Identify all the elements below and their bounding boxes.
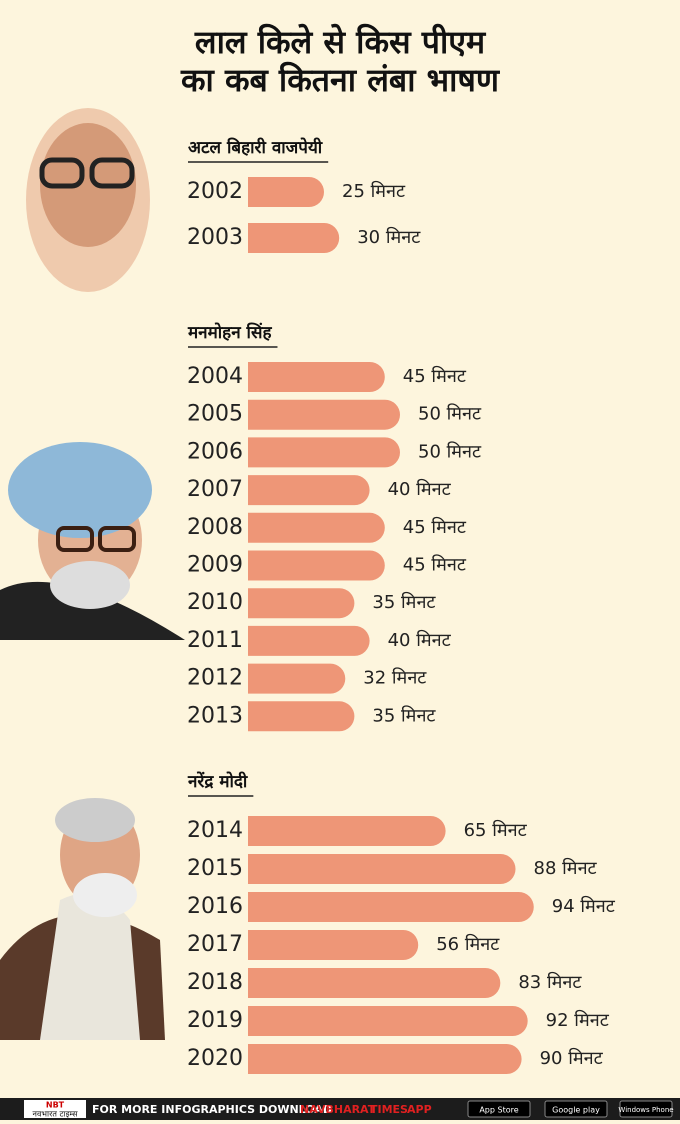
bar	[248, 512, 385, 543]
bar	[248, 177, 324, 207]
badge-label[interactable]: Google play	[552, 1106, 600, 1115]
portrait-vajpayee	[26, 108, 150, 292]
year-label: 2018	[187, 970, 243, 995]
portrait-manmohan	[0, 442, 185, 640]
footer-logo: NBT	[46, 1101, 65, 1110]
group-title: अटल बिहारी वाजपेयी	[188, 137, 323, 158]
bar	[248, 968, 501, 999]
bar	[248, 588, 355, 619]
footer-logo-box	[24, 1100, 86, 1118]
year-label: 2004	[187, 364, 243, 389]
footer-text: FOR MORE INFOGRAPHICS DOWNLOAD	[92, 1103, 332, 1116]
year-label: 2017	[187, 932, 243, 957]
footer-brand: TIMES	[370, 1103, 408, 1116]
bar	[248, 550, 385, 581]
group-title: मनमोहन सिंह	[187, 322, 272, 343]
year-label: 2007	[187, 477, 243, 502]
bar	[248, 625, 370, 656]
footer-brand: NAVBHARAT	[300, 1103, 376, 1116]
year-label: 2019	[187, 1008, 243, 1033]
portrait-modi	[0, 798, 165, 1040]
value-label: 30 मिनट	[357, 226, 421, 248]
bar	[248, 223, 340, 253]
year-label: 2008	[187, 515, 243, 540]
bar	[248, 399, 401, 430]
value-label: 35 मिनट	[372, 704, 436, 726]
year-label: 2012	[187, 666, 243, 691]
value-label: 25 मिनट	[342, 180, 406, 202]
badge[interactable]	[544, 1100, 608, 1118]
value-label: 88 मिनट	[534, 857, 598, 879]
year-label: 2002	[187, 179, 243, 204]
title-line: का कब कितना लंबा भाषण	[180, 61, 501, 99]
bar	[248, 892, 534, 922]
year-label: 2006	[187, 439, 243, 464]
year-label: 2009	[187, 553, 243, 578]
year-label: 2005	[187, 402, 243, 427]
bar	[248, 362, 385, 392]
bar	[248, 930, 419, 960]
bar	[248, 1006, 528, 1036]
year-label: 2010	[187, 590, 243, 615]
value-label: 45 मिनट	[403, 554, 467, 576]
value-label: 50 मिनट	[418, 403, 482, 425]
group-title: नरेंद्र मोदी	[187, 771, 248, 792]
bar	[248, 854, 516, 884]
value-label: 50 मिनट	[418, 440, 482, 462]
bar	[248, 816, 446, 846]
bar	[248, 663, 346, 694]
badge-label[interactable]: App Store	[479, 1106, 518, 1115]
bar	[248, 1044, 522, 1074]
year-label: 2014	[187, 818, 243, 843]
value-label: 40 मिनट	[388, 629, 452, 651]
value-label: 45 मिनट	[403, 365, 467, 387]
year-label: 2013	[187, 703, 243, 728]
badge[interactable]	[619, 1100, 673, 1118]
value-label: 56 मिनट	[436, 933, 500, 955]
value-label: 65 मिनट	[464, 819, 528, 841]
year-label: 2011	[187, 628, 243, 653]
year-label: 2016	[187, 894, 243, 919]
badge-label[interactable]: Windows Phone	[618, 1106, 673, 1114]
bar	[248, 437, 401, 468]
value-label: 45 मिनट	[403, 516, 467, 538]
value-label: 35 मिनट	[372, 591, 436, 613]
bar	[248, 701, 355, 732]
value-label: 32 मिनट	[363, 667, 427, 689]
title-line: लाल किले से किस पीएम	[194, 23, 487, 61]
bar	[248, 475, 370, 506]
badge[interactable]	[467, 1100, 531, 1118]
year-label: 2003	[187, 225, 243, 250]
year-label: 2015	[187, 856, 243, 881]
footer-logo-text: नवभारत टाइम्स	[33, 1110, 79, 1119]
value-label: 90 मिनट	[540, 1047, 604, 1069]
value-label: 83 मिनट	[518, 971, 582, 993]
value-label: 94 मिनट	[552, 895, 616, 917]
footer-brand: APP	[407, 1103, 432, 1116]
year-label: 2020	[187, 1046, 243, 1071]
value-label: 92 मिनट	[546, 1009, 610, 1031]
value-label: 40 मिनट	[388, 478, 452, 500]
